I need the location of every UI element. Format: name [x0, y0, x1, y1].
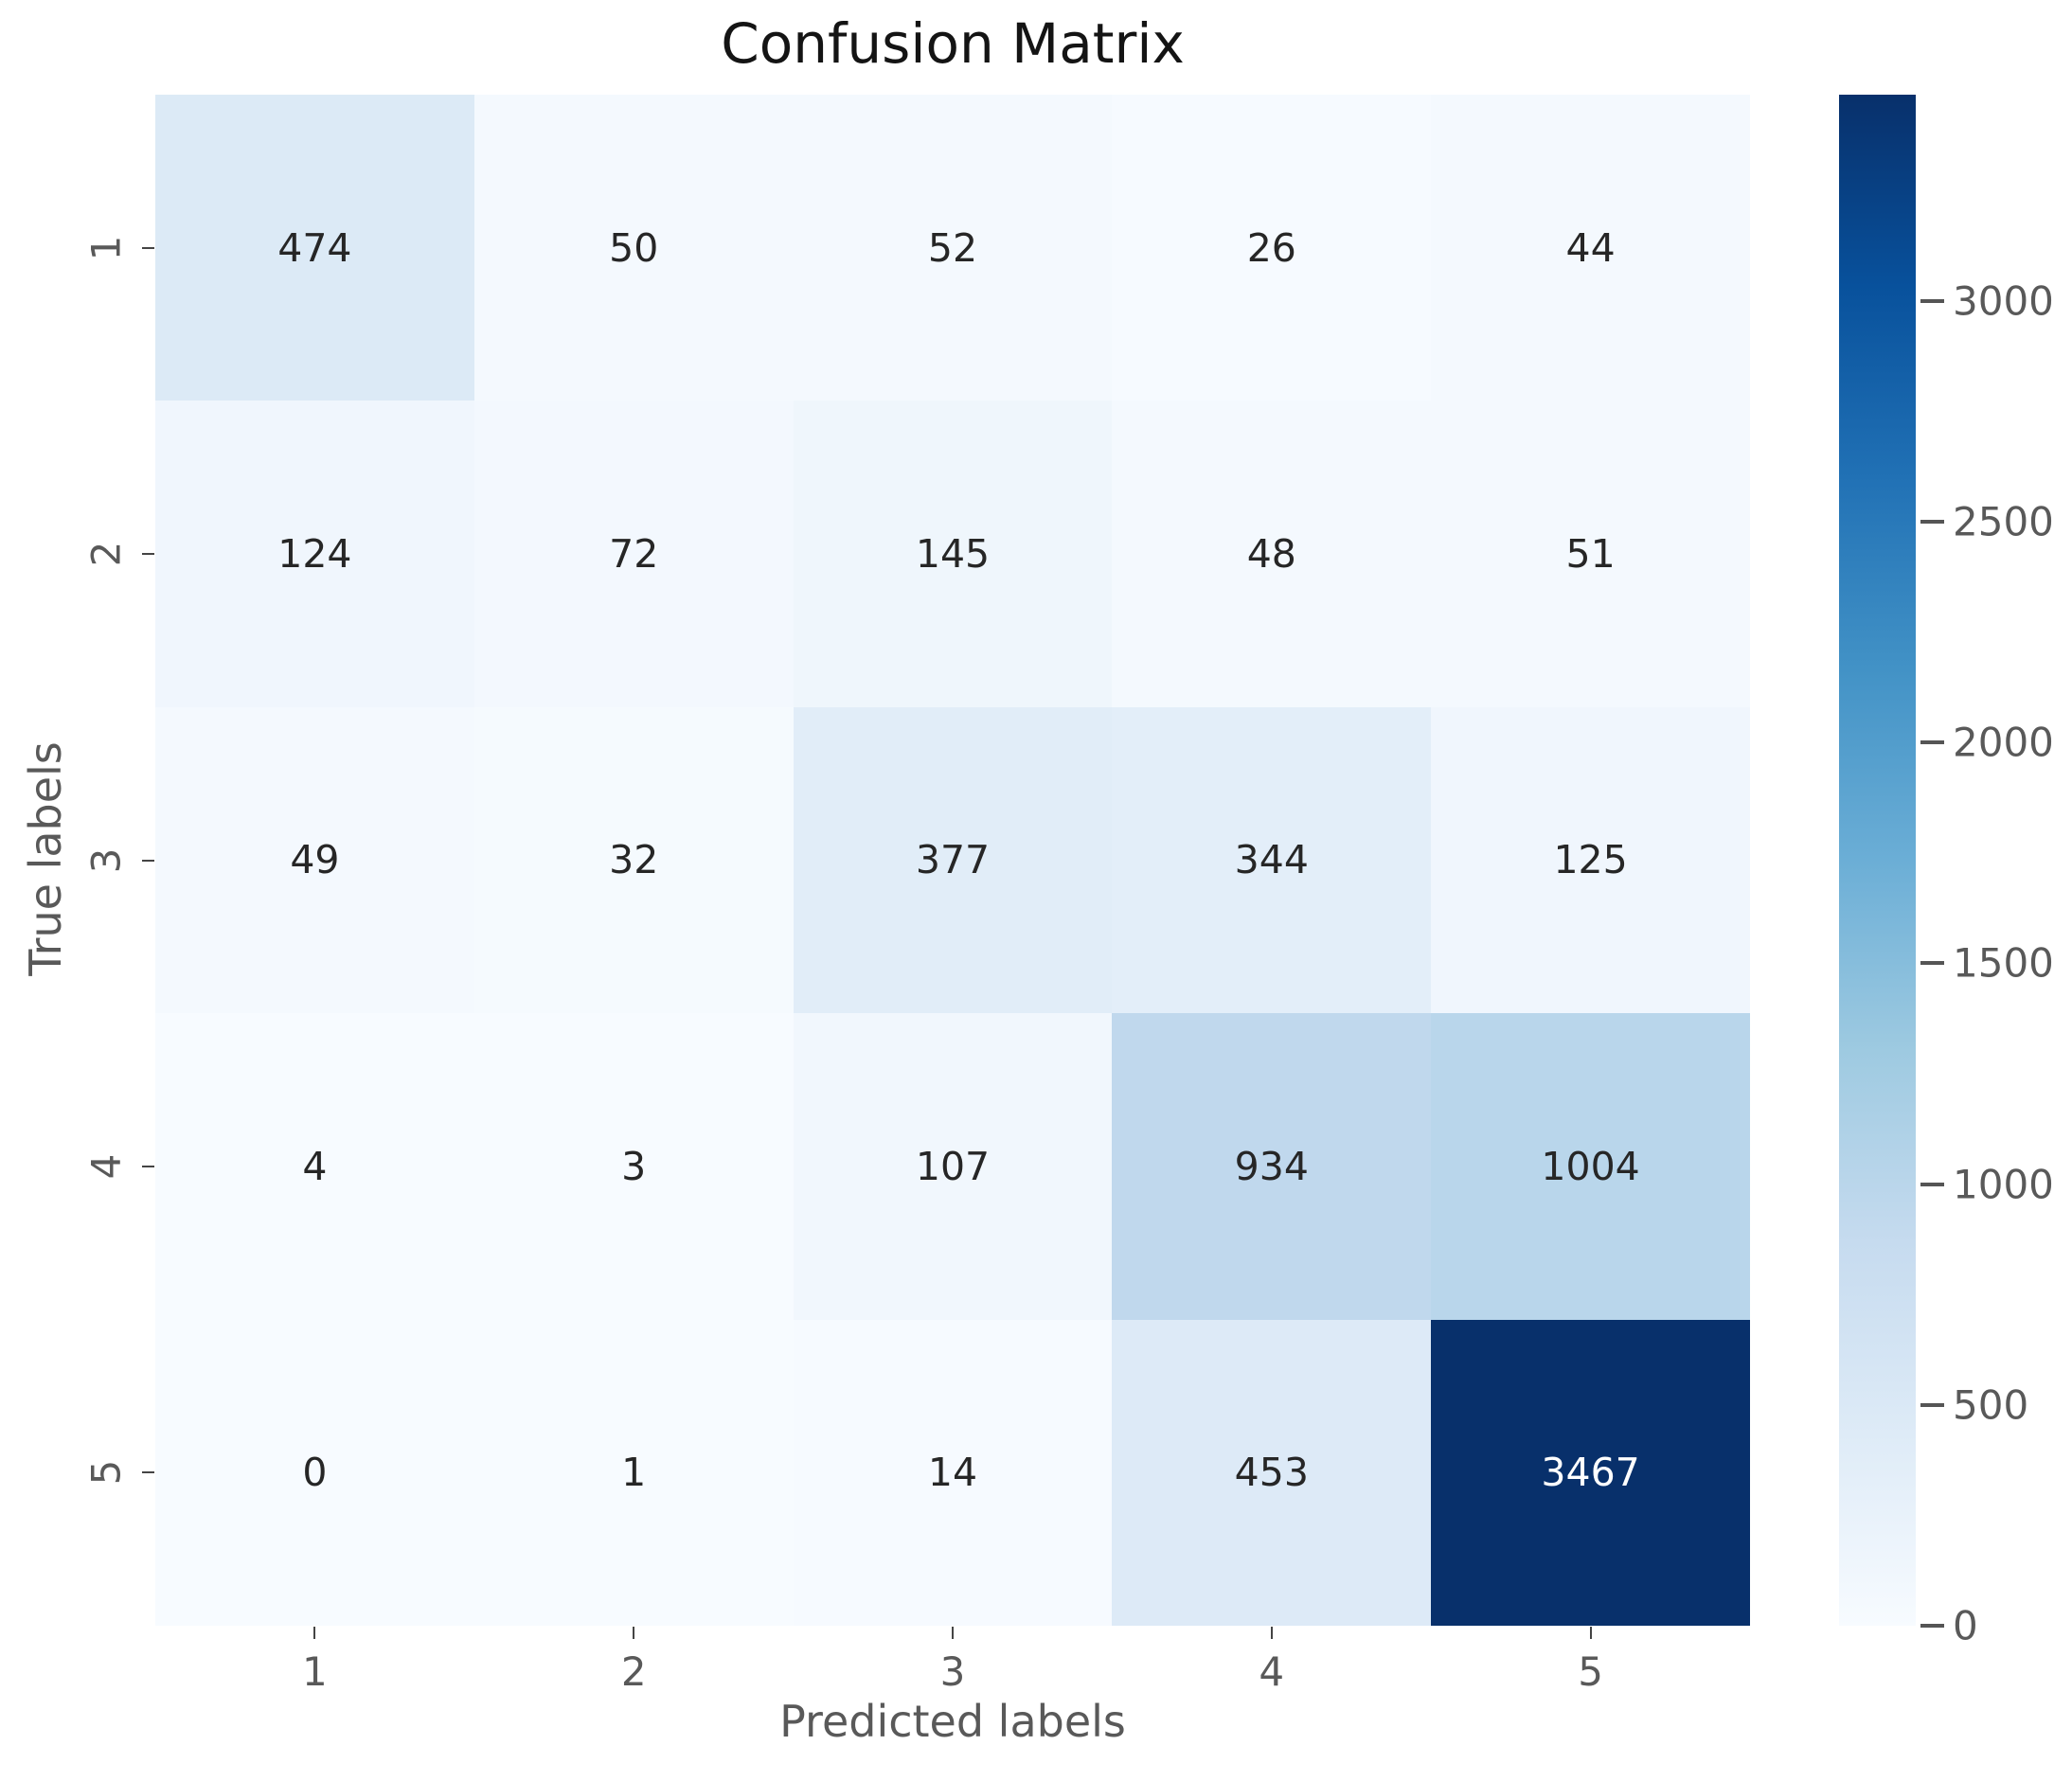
y-tick-label-1: 1 — [82, 235, 130, 261]
x-tick-label-2: 2 — [620, 1648, 647, 1695]
chart-title: Confusion Matrix — [721, 11, 1185, 76]
heatmap-cell-r2c3: 145 — [793, 401, 1113, 707]
colorbar — [1839, 95, 1916, 1626]
colorbar-tick-mark-2500 — [1920, 520, 1944, 524]
x-tick-mark-2 — [633, 1627, 635, 1639]
confusion-matrix-heatmap: 474 50 52 26 44 124 72 145 48 51 49 32 377 344 125 4 3 10… — [155, 95, 1750, 1626]
x-tick-mark-5 — [1589, 1627, 1592, 1639]
y-tick-mark-3 — [142, 859, 154, 862]
heatmap-cell-r1c1: 474 — [155, 95, 474, 401]
heatmap-cell-r3c4: 344 — [1112, 706, 1432, 1014]
x-axis-title: Predicted labels — [779, 1696, 1126, 1747]
y-tick-label-4: 4 — [82, 1153, 130, 1180]
y-tick-label-2: 2 — [82, 541, 130, 567]
heatmap-cell-r4c5: 1004 — [1431, 1013, 1750, 1320]
y-tick-mark-1 — [142, 246, 154, 249]
colorbar-tick-mark-1000 — [1920, 1182, 1944, 1186]
y-tick-label-5: 5 — [82, 1459, 130, 1486]
heatmap-cell-r5c5: 3467 — [1431, 1319, 1750, 1626]
heatmap-cell-r5c3: 14 — [793, 1319, 1113, 1626]
heatmap-cell-r4c4: 934 — [1112, 1013, 1432, 1320]
colorbar-tick-mark-2000 — [1920, 740, 1944, 745]
colorbar-tick-mark-500 — [1920, 1402, 1944, 1407]
heatmap-cell-r2c2: 72 — [473, 401, 794, 707]
heatmap-cell-r5c4: 453 — [1112, 1319, 1432, 1626]
heatmap-cell-r2c1: 124 — [155, 401, 474, 707]
x-tick-label-1: 1 — [302, 1648, 328, 1695]
x-tick-label-5: 5 — [1578, 1648, 1603, 1695]
heatmap-cell-r4c3: 107 — [793, 1013, 1113, 1320]
heatmap-cell-r1c5: 44 — [1431, 95, 1750, 401]
colorbar-tick-label-1000: 1000 — [1953, 1161, 2054, 1208]
heatmap-cell-r3c3: 377 — [793, 706, 1113, 1014]
heatmap-cell-r3c2: 32 — [473, 706, 794, 1014]
y-tick-label-3: 3 — [82, 847, 130, 873]
colorbar-tick-label-3000: 3000 — [1953, 277, 2054, 325]
heatmap-cell-r4c2: 3 — [473, 1013, 794, 1320]
y-tick-mark-2 — [142, 553, 154, 556]
y-tick-mark-4 — [142, 1165, 154, 1167]
colorbar-tick-mark-3000 — [1920, 298, 1944, 303]
colorbar-tick-label-2500: 2500 — [1953, 498, 2054, 545]
heatmap-cell-r2c4: 48 — [1112, 401, 1432, 707]
x-tick-mark-1 — [313, 1627, 316, 1639]
heatmap-cell-r1c3: 52 — [793, 95, 1113, 401]
heatmap-cell-r4c1: 4 — [155, 1013, 474, 1320]
colorbar-tick-label-2000: 2000 — [1953, 719, 2054, 766]
colorbar-tick-mark-0 — [1920, 1624, 1944, 1628]
heatmap-cell-r2c5: 51 — [1431, 401, 1750, 707]
heatmap-cell-r3c1: 49 — [155, 706, 474, 1014]
x-tick-mark-3 — [952, 1627, 954, 1639]
colorbar-tick-label-1500: 1500 — [1953, 939, 2054, 987]
heatmap-cell-r5c2: 1 — [473, 1319, 794, 1626]
colorbar-tick-label-0: 0 — [1953, 1602, 1978, 1649]
colorbar-tick-mark-1500 — [1920, 961, 1944, 966]
x-tick-label-3: 3 — [939, 1648, 966, 1695]
colorbar-tick-label-500: 500 — [1953, 1381, 2029, 1429]
heatmap-cell-r1c4: 26 — [1112, 95, 1432, 401]
heatmap-cell-r3c5: 125 — [1431, 706, 1750, 1014]
y-tick-mark-5 — [142, 1471, 154, 1474]
y-axis-title: True labels — [20, 741, 71, 976]
heatmap-cell-r5c1: 0 — [155, 1319, 474, 1626]
x-tick-mark-4 — [1270, 1627, 1273, 1639]
heatmap-cell-r1c2: 50 — [473, 95, 794, 401]
x-tick-label-4: 4 — [1259, 1648, 1285, 1695]
